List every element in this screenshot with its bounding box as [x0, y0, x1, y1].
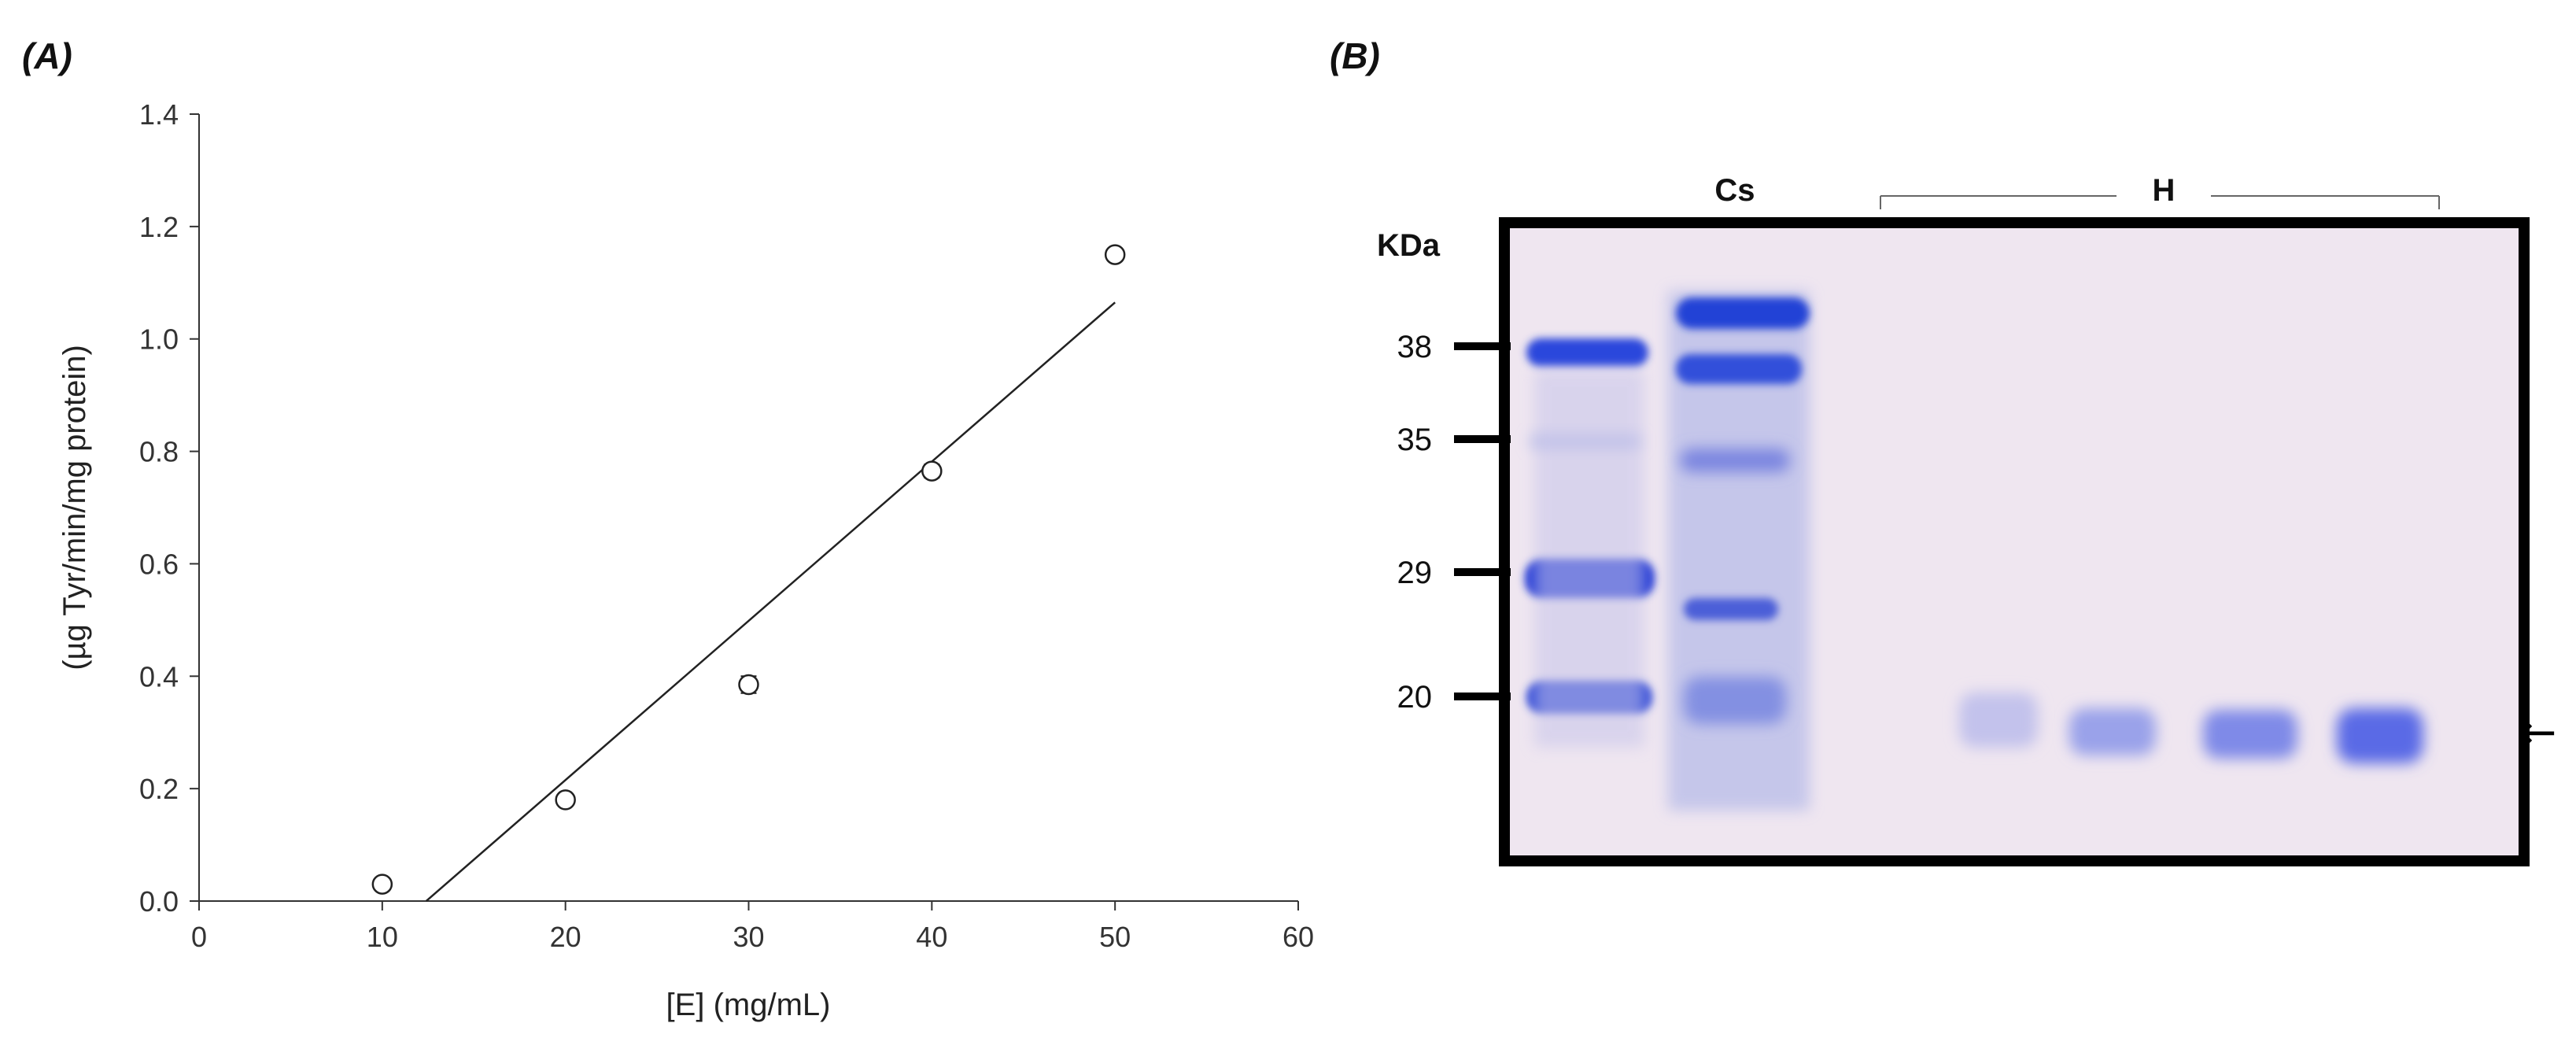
data-point — [371, 874, 393, 895]
panel-b-label: (B) — [1330, 35, 1380, 76]
marker-label: 20 — [1397, 680, 1433, 715]
h-lanes — [1959, 693, 2423, 763]
y-tick-label: 1.4 — [139, 98, 179, 131]
marker-label: 35 — [1397, 423, 1433, 457]
band-arrow-icon: ← — [2519, 705, 2557, 759]
x-tick-label: 40 — [916, 921, 947, 953]
y-tick-label: 0.2 — [139, 773, 179, 805]
gel-frame — [1499, 217, 2530, 866]
marker-label: 29 — [1397, 556, 1433, 590]
kda-unit-label: KDa — [1377, 228, 1441, 263]
x-tick-label: 20 — [550, 921, 581, 953]
lane-label-cs: Cs — [1714, 173, 1755, 208]
x-tick-label: 10 — [367, 921, 398, 953]
y-tick-label: 0.8 — [139, 436, 179, 468]
gel-background — [1504, 223, 2524, 861]
data-point — [1104, 244, 1126, 265]
y-axis-title: (µg Tyr/min/mg protein) — [57, 345, 92, 670]
molecular-weight-markers: 38 35 29 20 — [1397, 330, 1511, 715]
chart-axes — [198, 114, 1298, 902]
data-points — [371, 244, 1126, 895]
y-tick-label: 0.4 — [139, 660, 179, 693]
fit-line — [425, 301, 1116, 902]
x-tick-label: 50 — [1099, 921, 1131, 953]
y-tick-label: 0.6 — [139, 548, 179, 580]
data-point — [555, 789, 576, 811]
x-tick-label: 0 — [191, 921, 207, 953]
marker-label: 38 — [1397, 330, 1433, 364]
x-ticks: 0 10 20 30 40 50 60 — [191, 901, 1314, 953]
x-tick-label: 30 — [733, 921, 764, 953]
y-tick-label: 0.0 — [139, 885, 179, 918]
data-point — [921, 460, 943, 482]
y-tick-label: 1.0 — [139, 323, 179, 356]
y-ticks: 0.0 0.2 0.4 0.6 0.8 1.0 1.2 1.4 — [139, 98, 199, 918]
sds-page-gel: 38 35 29 20 KDa Cs H ← — [1377, 173, 2557, 866]
cs-lane — [1668, 291, 1810, 811]
y-tick-label: 1.2 — [139, 211, 179, 243]
x-tick-label: 60 — [1282, 921, 1314, 953]
panel-a-label: (A) — [22, 35, 72, 76]
data-point — [738, 674, 759, 696]
x-axis-title: [E] (mg/mL) — [666, 988, 831, 1022]
h-bracket — [1880, 195, 2440, 209]
marker-lane — [1525, 338, 1655, 748]
lane-label-h: H — [2153, 173, 2176, 208]
scatter-chart: 0 10 20 30 40 50 60 0.0 0.2 0.4 0.6 0.8 1.0 1.2 1.4 [… — [57, 98, 1314, 1022]
